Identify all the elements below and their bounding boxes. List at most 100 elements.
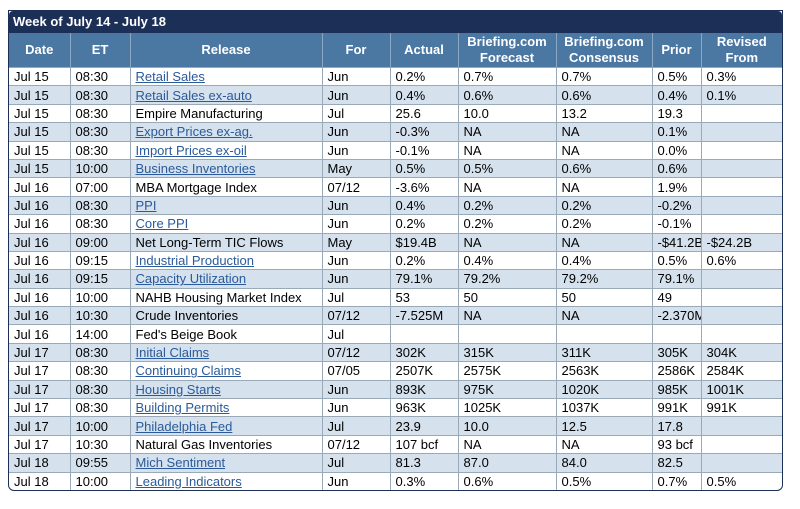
cell: 1001K [700,379,782,399]
cell: 0.6% [457,85,556,105]
cell: Jul 17 [9,342,70,362]
cell: Jul 17 [9,398,70,417]
cell: Net Long-Term TIC Flows [129,232,322,252]
table-row: Jul 16 09:15 Industrial Production Jun 0.2% 0… [9,250,782,270]
table-row: Jul 16 09:15 Capacity Utilization Jun 79.1% 7… [9,269,782,289]
release-link[interactable]: Import Prices ex-oil [135,142,247,158]
release-link[interactable]: Leading Indicators [135,473,242,489]
cell: 53 [389,287,458,307]
cell: Jun [321,85,390,105]
release-link[interactable]: Philadelphia Fed [135,418,233,434]
cell: 10:00 [69,416,130,436]
cell: 0.2% [555,214,652,234]
empty-cell [700,416,782,436]
cell: Import Prices ex-oil [129,140,322,160]
empty-cell [700,453,782,473]
empty-cell [651,324,701,344]
cell: Natural Gas Inventories [129,434,322,454]
release-link[interactable]: Export Prices ex-ag. [135,124,253,140]
cell: 07/12 [321,177,390,197]
cell: 0.5% [651,66,701,86]
empty-cell [700,324,782,344]
cell: 10:30 [69,434,130,454]
release-link[interactable]: Business Inventories [135,161,256,177]
table-row: Jul 18 10:00 Leading Indicators Jun 0.3% 0.6%… [9,471,782,490]
cell: 08:30 [69,103,130,123]
table-row: Jul 17 10:00 Philadelphia Fed Jul 23.9 10.0 12… [9,416,782,436]
cell: Jul 15 [9,140,70,160]
cell: 79.1% [651,269,701,289]
cell: -$24.2B [700,232,782,252]
cell: 975K [457,379,556,399]
release-link[interactable]: Retail Sales ex-auto [135,87,252,103]
cell: Jun [321,122,390,142]
cell: Jul 15 [9,85,70,105]
cell: Initial Claims [129,342,322,362]
cell: 79.1% [389,269,458,289]
table-body: Jul 15 08:30 Retail Sales Jun 0.2% 0.7% 0.7% 0.… [9,66,782,490]
cell: Leading Indicators [129,471,322,490]
column-header: For [321,33,390,68]
release-link[interactable]: Capacity Utilization [135,271,247,287]
release-link[interactable]: PPI [135,197,157,213]
release-link[interactable]: Industrial Production [135,253,255,269]
cell: PPI [129,195,322,215]
release-link[interactable]: Core PPI [135,216,189,232]
cell: 17.8 [651,416,701,436]
column-header: ET [69,33,130,68]
cell: Jul [321,453,390,473]
empty-cell [389,324,458,344]
cell: Jun [321,214,390,234]
table-row: Jul 15 08:30 Empire Manufacturing Jul 25.6 10… [9,103,782,123]
cell: Jul 16 [9,269,70,289]
cell: Retail Sales ex-auto [129,85,322,105]
cell: NA [555,122,652,142]
release-link[interactable]: Mich Sentiment [135,455,226,471]
cell: Jul 16 [9,232,70,252]
calendar-panel: Week of July 14 - July 18 Date ET Release F… [8,10,783,491]
cell: Philadelphia Fed [129,416,322,436]
cell: Mich Sentiment [129,453,322,473]
release-link[interactable]: Housing Starts [135,381,221,397]
cell: 991K [651,398,701,417]
cell: Jul 15 [9,66,70,86]
cell: 19.3 [651,103,701,123]
table-row: Jul 17 08:30 Initial Claims 07/12 302K 315K 31… [9,342,782,362]
release-link[interactable]: Continuing Claims [135,363,242,379]
cell: 10:30 [69,306,130,325]
cell: 1025K [457,398,556,417]
column-header: Briefing.com Forecast [457,33,556,68]
release-link[interactable]: Retail Sales [135,69,205,85]
column-header: Date [9,33,70,68]
cell: 2563K [555,361,652,381]
cell: Jul 16 [9,195,70,215]
cell: 0.4% [651,85,701,105]
cell: May [321,232,390,252]
calendar-table: Date ET Release For Actual Briefing.com Forec… [9,33,782,490]
cell: NAHB Housing Market Index [129,287,322,307]
cell: 302K [389,342,458,362]
cell: 07/12 [321,342,390,362]
column-header: Briefing.com Consensus [555,33,652,68]
cell: -0.2% [651,195,701,215]
release-link[interactable]: Building Permits [135,400,230,416]
cell: -0.3% [389,122,458,142]
cell: Jul 16 [9,306,70,325]
cell: 23.9 [389,416,458,436]
cell: 0.4% [389,195,458,215]
cell: Jul 17 [9,434,70,454]
empty-cell [700,140,782,160]
cell: 893K [389,379,458,399]
cell: 08:30 [69,66,130,86]
cell: Jul [321,324,390,344]
cell: 2507K [389,361,458,381]
cell: NA [457,177,556,197]
cell: NA [555,434,652,454]
release-link[interactable]: Initial Claims [135,345,210,361]
cell: 79.2% [555,269,652,289]
empty-cell [700,103,782,123]
empty-cell [700,269,782,289]
cell: 07:00 [69,177,130,197]
cell: Jul [321,103,390,123]
cell: 10:00 [69,287,130,307]
